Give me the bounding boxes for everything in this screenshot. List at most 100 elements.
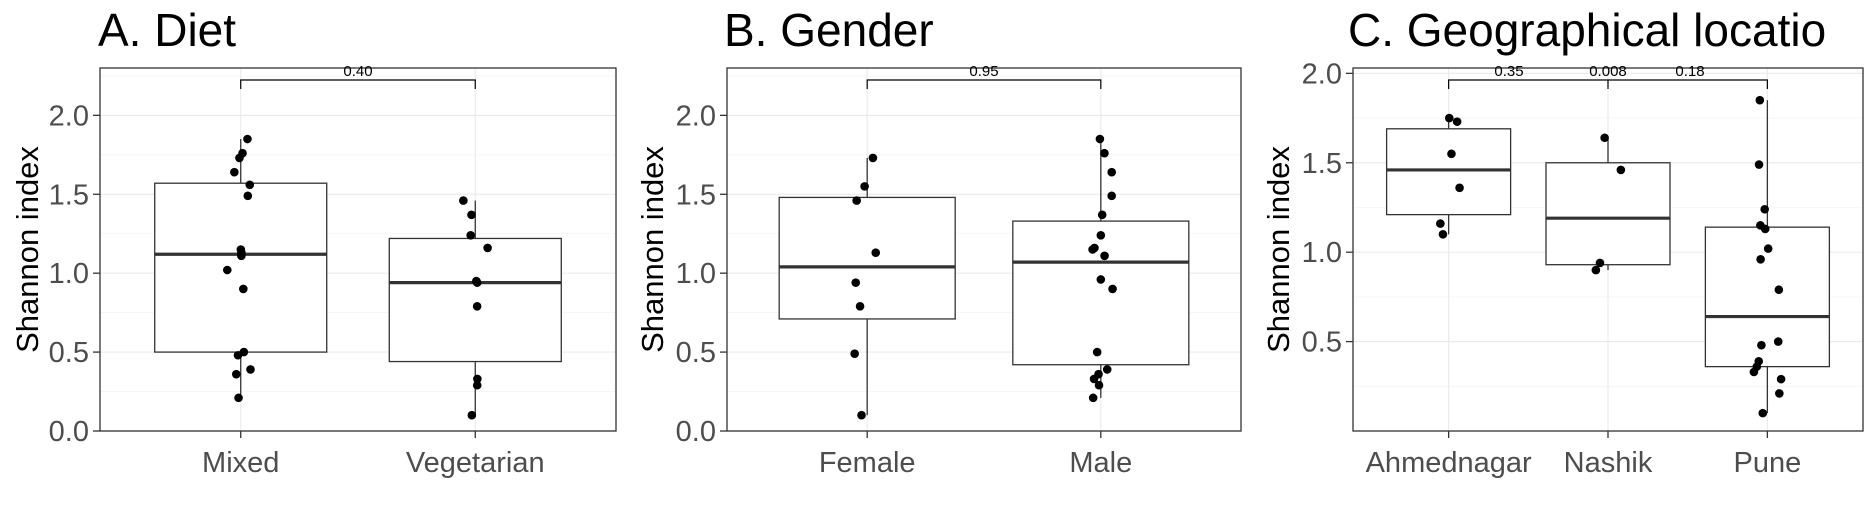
x-tick-label: Pune (1734, 447, 1802, 479)
panel-geographical-location: C. Geographical locatio Shannon index 0.5 1… (1261, 4, 1864, 479)
box (154, 182, 328, 353)
y-tick-label: 2.0 (676, 100, 716, 132)
box (778, 196, 956, 320)
y-axis-label: Shannon index (635, 146, 670, 353)
data-point (1616, 165, 1626, 175)
data-point (222, 265, 232, 275)
x-tick-label: Mixed (202, 447, 279, 479)
data-point (1754, 160, 1764, 169)
data-point (868, 153, 878, 163)
x-tick-label: Male (1069, 447, 1132, 479)
y-tick-label: 1.5 (676, 179, 716, 211)
data-point (459, 196, 468, 205)
data-point (472, 278, 482, 287)
data-point (466, 230, 475, 240)
data-point (1088, 393, 1098, 403)
box (1385, 128, 1512, 216)
data-point (234, 393, 243, 403)
plot-frame (99, 67, 617, 432)
comparison-bracket (866, 79, 1102, 89)
data-point (1108, 284, 1117, 294)
data-point (472, 380, 482, 390)
data-point (1600, 133, 1609, 143)
data-point (1760, 204, 1769, 214)
data-point (1760, 224, 1770, 234)
data-point (243, 134, 252, 144)
y-tick-label: 0.5 (676, 337, 716, 369)
box (1012, 220, 1190, 366)
data-point (1758, 408, 1768, 418)
data-point (245, 180, 255, 190)
y-tick-label: 1.5 (1302, 148, 1342, 180)
data-point (230, 167, 239, 177)
box (388, 237, 562, 363)
data-point (467, 210, 476, 220)
data-point (1094, 380, 1104, 390)
p-value-label: 0.008 (1589, 63, 1627, 80)
data-point (467, 410, 477, 420)
data-point (850, 349, 859, 358)
data-point (1102, 365, 1112, 374)
data-point (1089, 374, 1099, 384)
data-point (1757, 340, 1766, 350)
data-point (1107, 167, 1117, 177)
data-point (1100, 148, 1109, 158)
data-point (1444, 113, 1454, 123)
data-point (1436, 219, 1445, 228)
data-point (1591, 265, 1601, 275)
plot-frame (1352, 67, 1864, 432)
x-tick-label: Female (819, 447, 916, 479)
data-point (1776, 374, 1786, 384)
data-point (472, 302, 482, 311)
data-point (1595, 258, 1605, 268)
data-point (1773, 337, 1783, 346)
data-point (852, 196, 861, 205)
data-point (1096, 230, 1106, 240)
data-point (1096, 275, 1106, 284)
y-tick-label: 0.0 (49, 416, 89, 448)
data-point (1097, 210, 1107, 220)
data-point (1755, 95, 1765, 105)
chart-title: A. Diet (98, 4, 236, 56)
data-point (1774, 285, 1784, 295)
p-value-label: 0.35 (1494, 63, 1523, 80)
data-point (237, 251, 246, 261)
data-point (473, 374, 482, 384)
data-point (857, 410, 866, 420)
data-point (1452, 117, 1462, 126)
data-point (1763, 244, 1773, 253)
panel-gender: B. Gender Shannon index 0.0 0.5 1.0 1.5 2.0 Fem… (635, 4, 1242, 479)
p-value-label: 0.18 (1675, 63, 1704, 80)
data-point (483, 243, 492, 253)
data-point (1100, 251, 1109, 261)
data-point (851, 278, 861, 287)
y-tick-label: 2.0 (49, 100, 89, 132)
y-tick-label: 2.0 (1302, 58, 1342, 90)
data-point (233, 350, 243, 360)
data-point (1775, 389, 1784, 398)
data-point (235, 153, 244, 163)
p-value-label: 0.40 (343, 63, 372, 80)
comparison-bracket (240, 79, 476, 89)
chart-title: B. Gender (724, 4, 934, 56)
data-point (1756, 255, 1765, 264)
y-tick-label: 0.0 (676, 416, 716, 448)
data-point (1455, 183, 1464, 193)
data-point (239, 284, 248, 294)
x-tick-label: Vegetarian (406, 447, 545, 479)
data-point (1088, 245, 1097, 254)
y-tick-label: 0.5 (49, 337, 89, 369)
x-tick-label: Nashik (1564, 447, 1653, 479)
data-point (1095, 134, 1105, 144)
y-tick-label: 1.0 (49, 258, 89, 290)
data-point (860, 182, 869, 191)
data-point (1092, 347, 1102, 357)
data-point (1438, 230, 1448, 239)
box (1545, 162, 1671, 266)
data-point (1447, 149, 1456, 159)
panel-diet: A. Diet Shannon index 0.0 0.5 1.0 1.5 2.0 Mixed… (10, 4, 617, 479)
p-value-label: 0.95 (969, 63, 998, 80)
plot-frame (726, 67, 1242, 432)
x-tick-label: Ahmednagar (1366, 447, 1532, 479)
data-point (1749, 367, 1759, 377)
